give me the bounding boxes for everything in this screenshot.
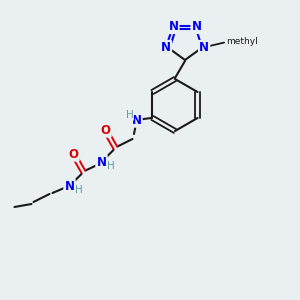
Text: O: O [68,148,79,160]
Text: N: N [168,20,178,33]
Text: O: O [100,124,110,136]
Text: N: N [192,20,202,33]
Text: N: N [161,41,171,54]
Text: N: N [64,179,74,193]
Text: H: H [106,161,114,171]
Text: H: H [75,185,83,195]
Text: H: H [126,110,134,120]
Text: N: N [97,155,106,169]
Text: N: N [199,41,209,54]
Text: methyl: methyl [226,37,258,46]
Text: N: N [131,113,142,127]
